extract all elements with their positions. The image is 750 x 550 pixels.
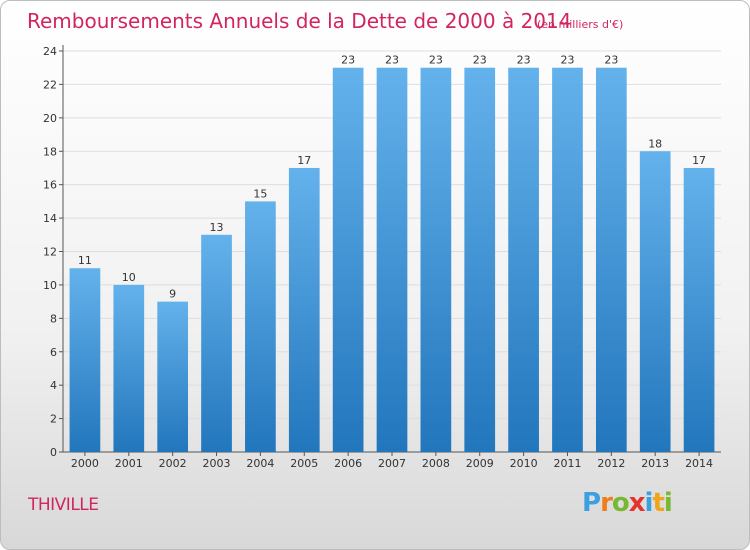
logo-letter: i [663, 488, 673, 518]
logo-letter: t [652, 488, 664, 518]
y-tick-label: 0 [50, 446, 57, 459]
x-tick-label: 2011 [553, 457, 581, 470]
x-tick-label: 2012 [597, 457, 625, 470]
location-name: THIVILLE [28, 495, 99, 515]
bar [332, 67, 364, 452]
y-tick-label: 10 [43, 279, 57, 292]
x-tick-label: 2001 [115, 457, 143, 470]
bar [639, 151, 671, 452]
bars [69, 67, 715, 453]
bar [683, 167, 715, 453]
chart-title: Remboursements Annuels de la Dette de 20… [27, 9, 571, 33]
y-tick-label: 14 [43, 212, 57, 225]
bar [595, 67, 627, 452]
x-tick-label: 2013 [641, 457, 669, 470]
x-tick-label: 2003 [203, 457, 231, 470]
x-tick-label: 2009 [466, 457, 494, 470]
bar-value-label: 23 [604, 54, 618, 67]
x-tick-label: 2010 [510, 457, 538, 470]
x-tick-label: 2004 [246, 457, 274, 470]
y-tick-label: 20 [43, 112, 57, 125]
bar-value-label: 23 [341, 54, 355, 67]
x-tick-label: 2005 [290, 457, 318, 470]
x-tick-label: 2006 [334, 457, 362, 470]
bar [157, 301, 189, 452]
bar-value-label: 17 [297, 154, 311, 167]
y-tick-label: 4 [50, 379, 57, 392]
bar [376, 67, 408, 452]
chart-unit: (en milliers d'€) [537, 18, 623, 31]
bar [201, 234, 232, 452]
logo-letter: o [611, 488, 630, 518]
bar-value-label: 13 [210, 221, 224, 234]
y-tick-label: 22 [43, 78, 57, 91]
x-tick-label: 2008 [422, 457, 450, 470]
bar-value-label: 23 [560, 54, 574, 67]
x-tick-label: 2007 [378, 457, 406, 470]
bar [69, 268, 101, 452]
logo-letter: i [644, 488, 654, 518]
labels: 0246810121416182022241120001020019200213… [43, 45, 713, 470]
bar-value-label: 15 [253, 187, 267, 200]
bar [508, 67, 539, 452]
logo-letter: r [600, 488, 613, 518]
logo-letter: P [582, 488, 601, 518]
y-tick-label: 6 [50, 346, 57, 359]
bar [288, 167, 320, 453]
x-tick-label: 2002 [159, 457, 187, 470]
bar-value-label: 23 [429, 54, 443, 67]
bar-value-label: 17 [692, 154, 706, 167]
logo-letter: x [628, 488, 646, 518]
y-tick-label: 2 [50, 413, 57, 426]
bar [245, 201, 276, 452]
bar-value-label: 10 [122, 271, 136, 284]
bar-value-label: 11 [78, 254, 92, 267]
bar [464, 67, 496, 452]
proxiti-logo[interactable]: Proxiti [582, 488, 673, 518]
y-tick-label: 24 [43, 45, 57, 58]
y-tick-label: 12 [43, 246, 57, 259]
bar [113, 284, 145, 452]
x-tick-label: 2014 [685, 457, 713, 470]
bar-value-label: 23 [473, 54, 487, 67]
y-tick-label: 18 [43, 145, 57, 158]
bar-value-label: 18 [648, 137, 662, 150]
bar [420, 67, 452, 452]
bar [552, 67, 583, 452]
bar-value-label: 23 [385, 54, 399, 67]
x-tick-label: 2000 [71, 457, 99, 470]
y-tick-label: 8 [50, 312, 57, 325]
y-tick-label: 16 [43, 179, 57, 192]
bar-value-label: 23 [517, 54, 531, 67]
bar-value-label: 9 [169, 288, 176, 301]
